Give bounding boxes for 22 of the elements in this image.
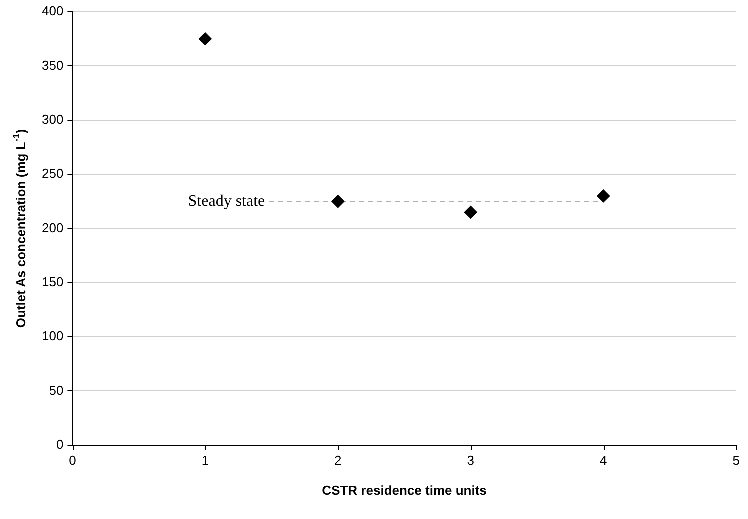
y-tick-label: 400 [42,4,64,19]
y-tick-label: 250 [42,166,64,182]
y-axis-title: Outlet As concentration (mg L-1) [11,129,29,328]
x-tick-label: 4 [600,452,608,468]
point [198,32,212,46]
y-tick-label: 100 [42,328,64,344]
x-tick-label: 3 [467,452,475,468]
y-tick-label: 0 [56,436,64,452]
y-tick-label: 150 [42,274,64,290]
y-tick-label: 350 [42,58,64,73]
x-tick-label: 5 [732,452,740,468]
point [597,190,610,203]
point [464,206,478,219]
x-tick-label: 0 [69,452,76,468]
ref-line-label: Steady state [188,192,266,210]
y-tick-label: 50 [49,382,64,398]
y-tick-label: 300 [42,112,64,127]
point [332,195,345,208]
x-tick-label: 1 [202,452,210,468]
y-tick-label: 200 [42,220,64,236]
x-axis-title: CSTR residence time units [322,482,487,498]
x-tick-label: 2 [334,452,342,468]
